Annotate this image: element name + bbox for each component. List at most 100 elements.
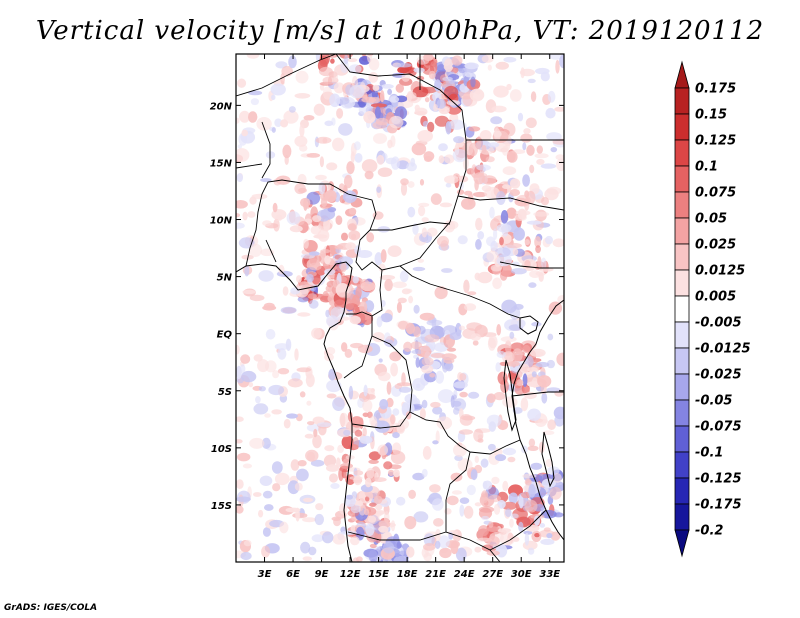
shade-positive	[493, 503, 501, 515]
shade-positive	[542, 430, 555, 436]
colorbar-label: -0.0125	[695, 342, 751, 357]
shade-negative	[531, 371, 537, 378]
shade-negative	[540, 163, 557, 169]
shade-negative	[540, 509, 557, 519]
shade-positive	[236, 148, 250, 162]
shade-positive	[501, 145, 509, 156]
shade-positive	[319, 156, 324, 168]
shade-positive	[481, 144, 487, 154]
shade-positive	[420, 345, 431, 359]
x-tick-label: 6E	[286, 569, 300, 580]
shade-positive	[262, 220, 272, 227]
x-tick-label: 15E	[368, 569, 389, 580]
colorbar-swatch	[674, 191, 690, 219]
shade-negative	[509, 331, 515, 339]
lake-tanganyika	[503, 359, 517, 432]
shade-positive	[473, 428, 484, 442]
shade-positive	[387, 245, 402, 257]
shade-positive	[236, 213, 241, 218]
shade-negative	[265, 151, 276, 159]
shade-positive	[274, 472, 290, 486]
shade-positive	[446, 495, 459, 506]
shade-negative	[308, 251, 320, 256]
shade-positive	[248, 243, 263, 257]
shade-positive	[369, 96, 381, 104]
map-title: Vertical velocity [m/s] at 1000hPa, VT: …	[35, 16, 765, 46]
shade-negative	[274, 343, 290, 351]
shade-negative	[559, 54, 564, 69]
shade-positive	[504, 340, 512, 354]
shade-negative	[398, 386, 412, 393]
shade-negative	[348, 385, 354, 400]
shade-negative	[374, 106, 381, 119]
shade-positive	[459, 391, 468, 398]
shade-positive	[277, 368, 290, 375]
shade-positive	[486, 250, 499, 262]
shade-positive	[378, 520, 391, 528]
shade-positive	[363, 111, 376, 124]
shade-positive	[500, 532, 515, 546]
shade-positive	[309, 262, 322, 271]
shade-positive	[372, 332, 385, 343]
colorbar-label: 0.125	[695, 134, 736, 149]
shade-positive	[401, 288, 411, 295]
shade-positive	[481, 54, 494, 63]
shade-negative	[494, 247, 511, 257]
colorbar-swatch	[674, 425, 690, 453]
shade-negative	[495, 362, 502, 373]
shade-negative	[493, 228, 498, 240]
shade-negative	[546, 132, 562, 141]
shade-positive	[524, 499, 538, 513]
shade-negative	[288, 55, 297, 69]
shade-positive	[502, 480, 509, 492]
colorbar-label: -0.1	[695, 446, 723, 461]
shade-negative	[421, 468, 428, 478]
colorbar-swatch	[674, 399, 690, 427]
shade-negative	[396, 496, 406, 506]
x-tick-label: 24E	[454, 569, 475, 580]
shade-positive	[272, 370, 280, 379]
shade-positive	[405, 322, 416, 335]
shade-positive	[427, 121, 435, 133]
shade-negative	[300, 541, 311, 554]
shade-positive	[321, 40, 331, 49]
shade-positive	[341, 468, 347, 479]
shade-positive	[491, 476, 500, 485]
shade-negative	[477, 231, 485, 240]
shade-positive	[486, 526, 500, 532]
shade-positive	[365, 394, 376, 400]
shade-positive	[240, 354, 251, 364]
shade-positive	[543, 527, 551, 532]
shade-positive	[433, 518, 444, 527]
shade-positive	[279, 521, 289, 534]
shade-negative	[311, 534, 324, 543]
shade-positive	[343, 174, 353, 189]
shade-positive	[493, 447, 503, 457]
shade-positive	[478, 506, 495, 513]
shade-positive	[406, 546, 415, 558]
shade-positive	[362, 399, 373, 412]
shade-positive	[300, 197, 311, 208]
shade-positive	[322, 86, 332, 100]
shade-negative	[248, 90, 263, 96]
shade-negative	[468, 391, 480, 399]
shade-positive	[318, 66, 333, 77]
shade-positive	[363, 508, 370, 516]
shade-positive	[383, 461, 393, 470]
shade-positive	[430, 193, 442, 205]
colorbar-label: -0.025	[695, 368, 742, 383]
shade-negative	[253, 403, 269, 415]
shade-negative	[547, 333, 554, 341]
shade-negative	[368, 549, 378, 562]
shade-negative	[452, 149, 468, 163]
shade-negative	[541, 257, 547, 270]
shade-positive	[352, 557, 359, 562]
shade-negative	[324, 120, 334, 127]
shade-positive	[350, 536, 360, 546]
shade-negative	[236, 173, 243, 183]
shade-positive	[345, 242, 356, 250]
shade-positive	[359, 301, 368, 314]
shade-positive	[280, 119, 289, 128]
shade-positive	[375, 504, 383, 511]
lake-victoria	[519, 315, 539, 335]
